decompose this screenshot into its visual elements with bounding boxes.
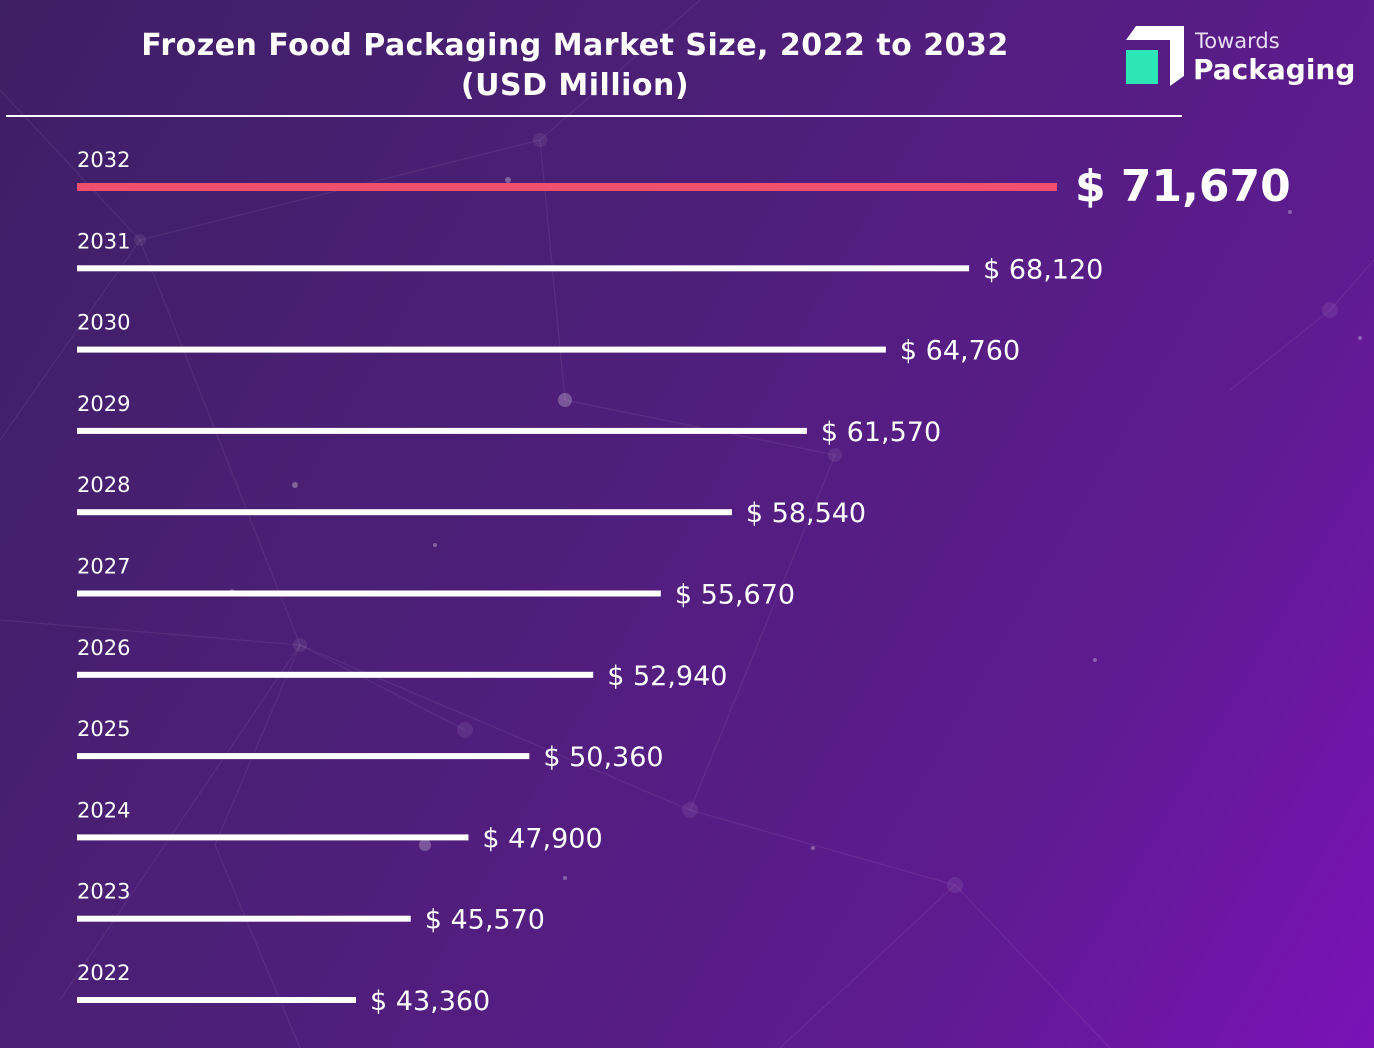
bar-2026 (77, 671, 594, 678)
chart-title-line-1: Frozen Food Packaging Market Size, 2022 … (141, 28, 1009, 63)
bar-2030 (77, 346, 886, 353)
bar-2025 (77, 753, 530, 760)
bar-2023 (77, 915, 411, 922)
bar-2028 (77, 509, 732, 516)
value-label-2028: $ 58,540 (746, 498, 866, 529)
logo-text-towards: Towards (1195, 29, 1280, 53)
value-label-2026: $ 52,940 (607, 661, 727, 692)
value-label-2022: $ 43,360 (370, 986, 490, 1017)
category-label-2029: 2029 (77, 392, 130, 416)
value-label-2031: $ 68,120 (983, 254, 1103, 285)
bar-2027 (77, 590, 661, 597)
bar-2024 (77, 834, 469, 841)
bar-2029 (77, 427, 807, 434)
category-label-2032: 2032 (77, 148, 130, 172)
chart-title: Frozen Food Packaging Market Size, 2022 … (110, 26, 1040, 106)
value-label-2032: $ 71,670 (1075, 161, 1291, 212)
value-label-2029: $ 61,570 (821, 417, 941, 448)
bar-2031 (77, 265, 970, 272)
bar-2022 (77, 997, 356, 1003)
category-label-2022: 2022 (77, 961, 130, 985)
value-label-2025: $ 50,360 (543, 742, 663, 773)
brand-logo: Towards Packaging (1124, 22, 1356, 92)
chart-title-line-2: (USD Million) (460, 68, 690, 103)
bar-2032 (77, 183, 1057, 191)
towards-packaging-logo-icon (1126, 26, 1184, 86)
title-divider (6, 115, 1182, 117)
value-label-2030: $ 64,760 (900, 336, 1020, 367)
logo-text-packaging: Packaging (1193, 53, 1356, 86)
category-label-2023: 2023 (77, 880, 130, 904)
category-label-2027: 2027 (77, 555, 130, 579)
value-label-2024: $ 47,900 (482, 823, 602, 854)
category-label-2031: 2031 (77, 229, 130, 253)
value-label-2027: $ 55,670 (675, 580, 795, 611)
category-label-2025: 2025 (77, 717, 130, 741)
value-label-2023: $ 45,570 (425, 905, 545, 936)
category-label-2026: 2026 (77, 636, 130, 660)
category-label-2030: 2030 (77, 311, 130, 335)
category-label-2028: 2028 (77, 473, 130, 497)
category-label-2024: 2024 (77, 798, 130, 822)
